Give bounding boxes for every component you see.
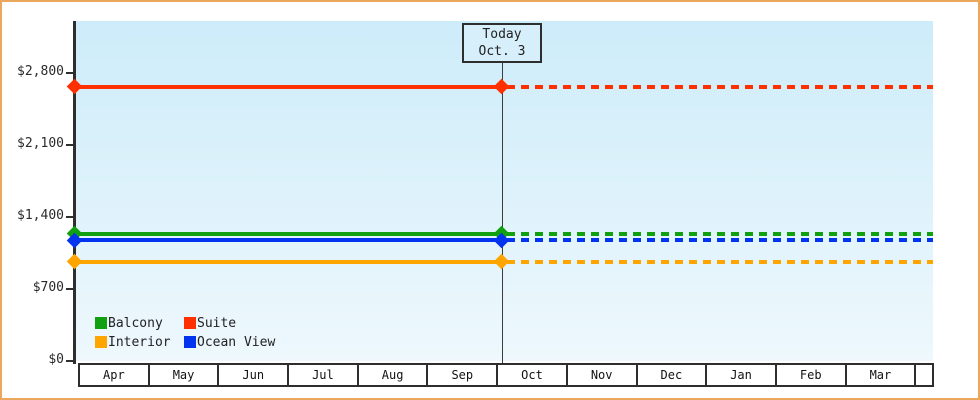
ocean-view-line-dashed <box>506 238 933 243</box>
legend-item-suite: Suite <box>184 315 237 331</box>
y-axis-tick-label-2100: $2,100 <box>17 136 64 151</box>
legend-label-suite: Suite <box>197 315 237 331</box>
month-cell-apr: Apr <box>80 365 150 385</box>
plot-area <box>76 21 933 361</box>
legend-swatch-suite <box>184 317 196 329</box>
legend-item-balcony: Balcony <box>95 315 163 331</box>
legend-label-ocean-view: Ocean View <box>197 334 276 350</box>
interior-line-dashed <box>506 259 933 264</box>
legend-label-balcony: Balcony <box>108 315 163 331</box>
today-annotation-line2: Oct. 3 <box>478 44 526 59</box>
ocean-view-line-solid <box>76 238 501 243</box>
x-axis-month-row: Apr May Jun Jul Aug Sep Oct Nov Dec Jan Feb Mar <box>78 363 934 387</box>
balcony-line-dashed <box>506 231 933 236</box>
today-vertical-line <box>502 63 503 363</box>
balcony-line-solid <box>76 231 501 236</box>
y-axis-tick-700 <box>66 287 74 290</box>
y-axis-line <box>73 21 76 364</box>
month-cell-aug: Aug <box>358 365 429 385</box>
y-axis-tick-2100 <box>66 143 74 146</box>
month-cell-jan: Jan <box>707 365 777 385</box>
y-axis-tick-2800 <box>66 71 74 74</box>
month-cell-jul: Jul <box>289 365 359 385</box>
month-cell-jun: Jun <box>219 365 290 385</box>
month-cell-may: May <box>149 365 220 385</box>
suite-line-solid <box>76 84 501 89</box>
y-axis-tick-label-700: $700 <box>32 280 64 295</box>
today-annotation-line1: Today <box>482 27 522 42</box>
y-axis-tick-1400 <box>66 215 74 218</box>
month-cell-nov: Nov <box>567 365 638 385</box>
month-cell-partial <box>916 365 932 385</box>
legend-label-interior: Interior <box>108 334 171 350</box>
legend-item-interior: Interior <box>95 334 171 350</box>
y-axis-tick-label-1400: $1,400 <box>17 208 64 223</box>
y-axis-tick-label-0: $0 <box>48 352 64 367</box>
month-cell-mar: Mar <box>846 365 917 385</box>
legend-swatch-interior <box>95 336 107 348</box>
interior-line-solid <box>76 259 501 264</box>
month-cell-sep: Sep <box>428 365 499 385</box>
month-cell-oct: Oct <box>498 365 568 385</box>
legend-item-ocean-view: Ocean View <box>184 334 276 350</box>
y-axis-tick-0 <box>66 359 74 362</box>
legend-swatch-ocean-view <box>184 336 196 348</box>
suite-line-dashed <box>506 84 933 89</box>
month-cell-feb: Feb <box>776 365 847 385</box>
month-cell-dec: Dec <box>637 365 708 385</box>
today-annotation-box: Today Oct. 3 <box>462 23 542 63</box>
y-axis-tick-label-2800: $2,800 <box>17 64 64 79</box>
legend-swatch-balcony <box>95 317 107 329</box>
